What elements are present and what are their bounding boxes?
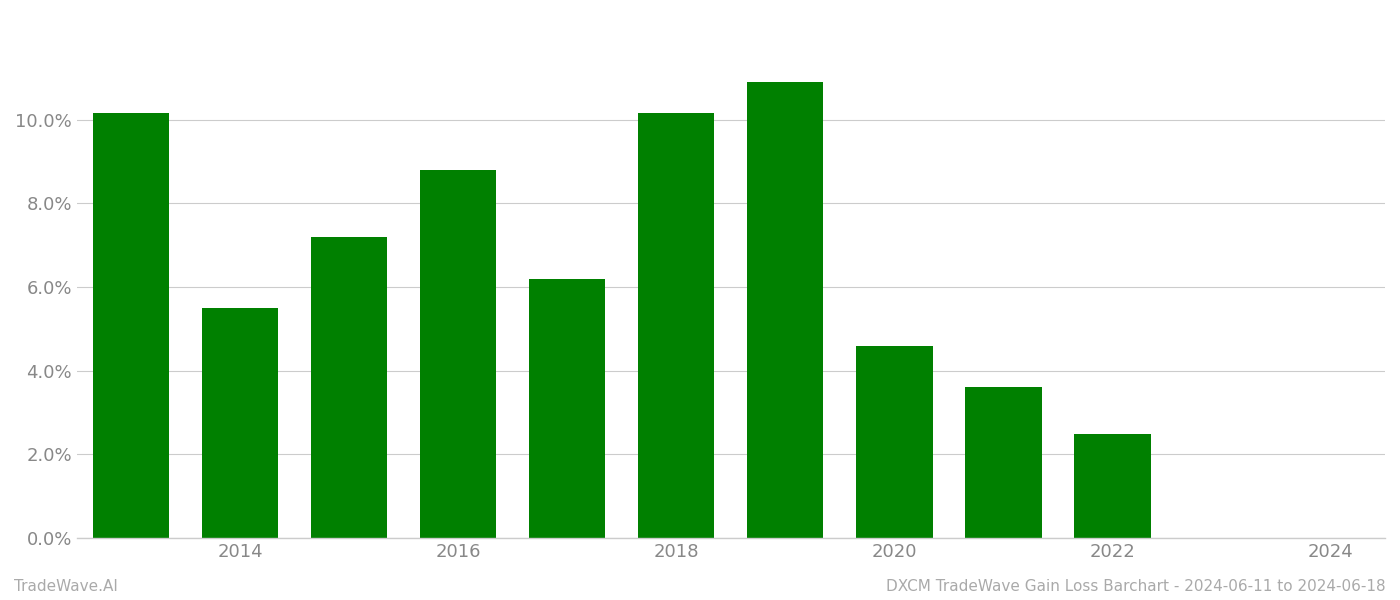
Bar (202, 308, 279, 538)
Bar (965, 388, 1042, 538)
Bar (748, 82, 823, 538)
Text: TradeWave.AI: TradeWave.AI (14, 579, 118, 594)
Bar (311, 237, 388, 538)
Bar (857, 346, 932, 538)
Bar (638, 113, 714, 538)
Bar (420, 170, 497, 538)
Bar (529, 278, 605, 538)
Bar (92, 113, 169, 538)
Bar (1074, 434, 1151, 538)
Text: DXCM TradeWave Gain Loss Barchart - 2024-06-11 to 2024-06-18: DXCM TradeWave Gain Loss Barchart - 2024… (886, 579, 1386, 594)
